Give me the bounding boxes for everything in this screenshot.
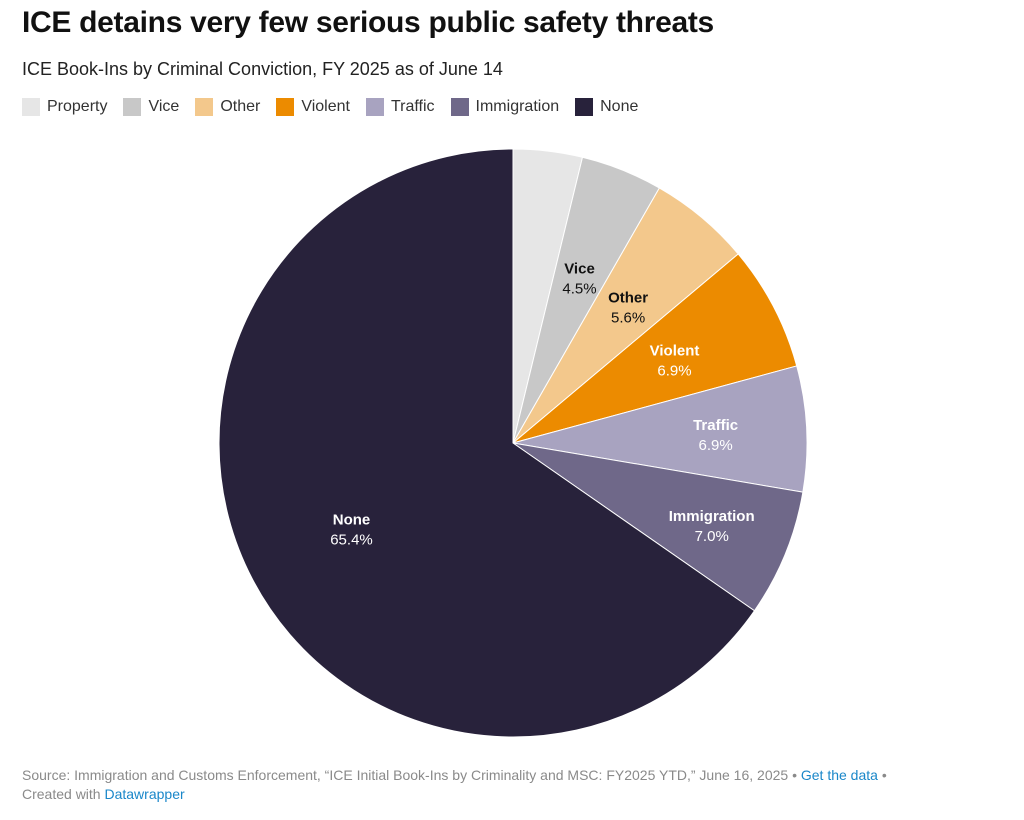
pie-slice-immigration[interactable] bbox=[512, 442, 804, 612]
legend-swatch bbox=[276, 98, 295, 116]
legend-item-vice: Vice bbox=[123, 98, 179, 116]
legend-swatch bbox=[22, 98, 40, 116]
source-note: Source: Immigration and Customs Enforcem… bbox=[22, 767, 789, 783]
legend-swatch bbox=[123, 98, 142, 116]
legend-item-other: Other bbox=[195, 98, 260, 116]
chart-title: ICE detains very few serious public safe… bbox=[22, 6, 714, 39]
legend: Property Vice Other Violent Traffic Immigrati… bbox=[22, 98, 638, 116]
slice-label-name-vice: Vice bbox=[564, 260, 595, 277]
slice-label-value-traffic: 6.9% bbox=[698, 437, 732, 454]
slice-label-name-traffic: Traffic bbox=[693, 417, 738, 434]
separator: • bbox=[881, 767, 887, 783]
legend-item-immigration: Immigration bbox=[450, 98, 560, 116]
get-the-data-link[interactable]: Get the data bbox=[800, 767, 878, 783]
chart-subtitle: ICE Book-Ins by Criminal Conviction, FY … bbox=[22, 59, 503, 79]
pie-slices bbox=[218, 148, 808, 738]
pie-slice-none[interactable] bbox=[218, 148, 756, 738]
pie-slice-traffic[interactable] bbox=[512, 365, 808, 493]
legend-label: Property bbox=[47, 98, 108, 115]
legend-item-none: None bbox=[575, 98, 638, 116]
legend-swatch bbox=[365, 98, 384, 116]
legend-label: Immigration bbox=[475, 98, 560, 115]
legend-label: Vice bbox=[148, 98, 180, 115]
slice-label-name-other: Other bbox=[608, 290, 648, 307]
slice-label-value-violent: 6.9% bbox=[657, 363, 691, 380]
pie-labels: Vice 4.5% Other 5.6% Violent 6.9% Traffic 6.9% I… bbox=[330, 260, 754, 548]
legend-swatch bbox=[575, 98, 594, 116]
legend-label: Other bbox=[220, 98, 261, 115]
slice-label-name-violent: Violent bbox=[650, 343, 700, 360]
slice-label-value-immigration: 7.0% bbox=[695, 528, 729, 545]
legend-item-violent: Violent bbox=[276, 98, 350, 116]
slice-label-value-other: 5.6% bbox=[611, 310, 645, 327]
datawrapper-link[interactable]: Datawrapper bbox=[104, 786, 185, 802]
legend-item-property: Property bbox=[22, 98, 107, 116]
pie-slice-violent[interactable] bbox=[512, 253, 798, 444]
legend-swatch bbox=[450, 98, 469, 116]
slice-label-name-none: None bbox=[333, 512, 371, 529]
footer: Source: Immigration and Customs Enforcem… bbox=[22, 766, 1012, 804]
legend-item-traffic: Traffic bbox=[365, 98, 435, 116]
legend-label: Traffic bbox=[390, 98, 435, 115]
separator: • bbox=[792, 767, 797, 783]
slice-label-name-immigration: Immigration bbox=[669, 508, 755, 525]
created-with-text: Created with bbox=[22, 786, 101, 802]
legend-label: Violent bbox=[301, 98, 350, 115]
legend-swatch bbox=[195, 98, 214, 116]
legend-label: None bbox=[600, 98, 639, 115]
slice-label-value-vice: 4.5% bbox=[562, 280, 596, 297]
slice-label-value-none: 65.4% bbox=[330, 532, 373, 549]
